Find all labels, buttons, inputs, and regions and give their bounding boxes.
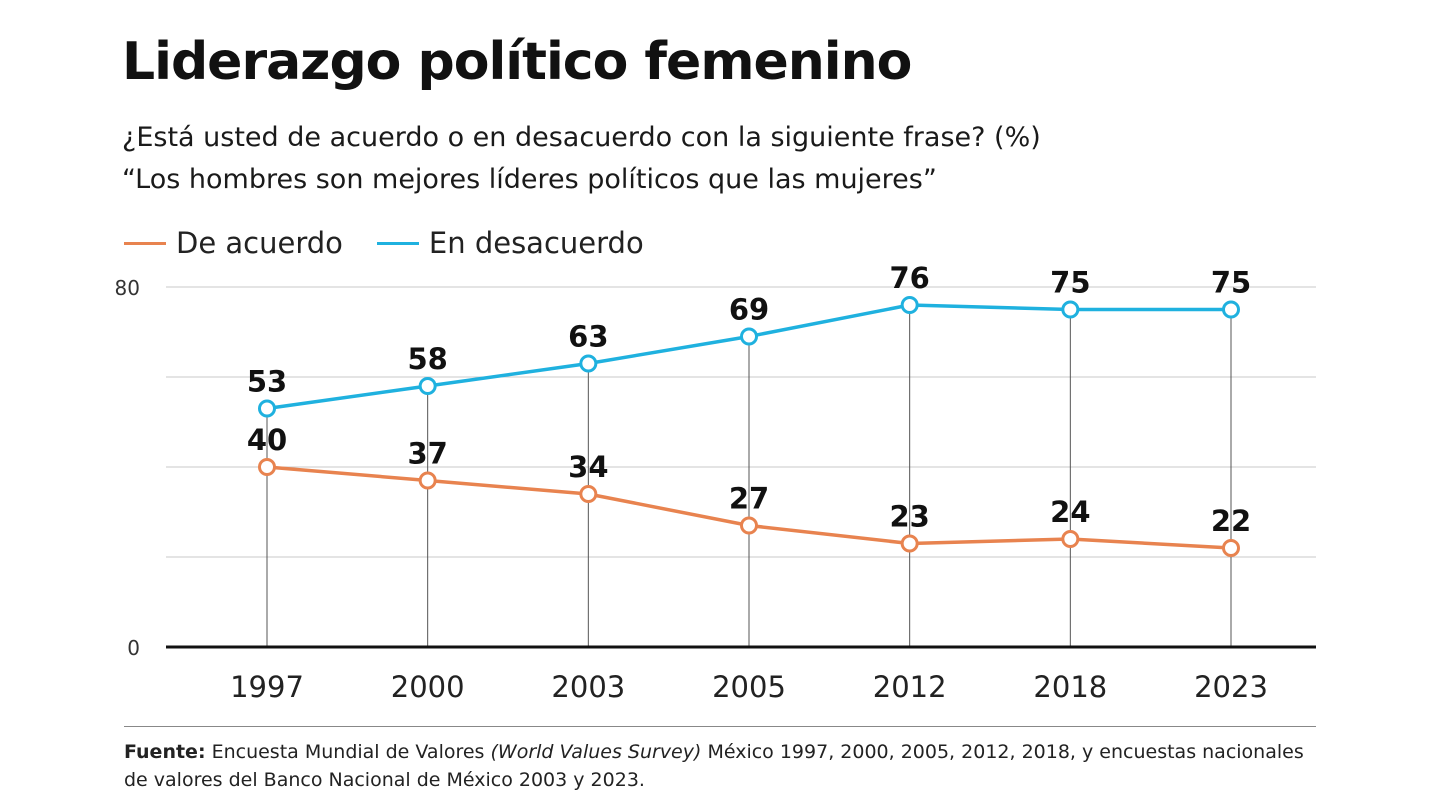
legend-label-en-desacuerdo: En desacuerdo bbox=[428, 226, 644, 260]
source-text-italic: (World Values Survey) bbox=[490, 741, 702, 763]
data-point-en-desacuerdo-2003 bbox=[579, 354, 598, 373]
data-point-en-desacuerdo-2012 bbox=[900, 296, 919, 314]
legend-item-de-acuerdo: De acuerdo bbox=[124, 226, 343, 260]
legend-swatch-en-desacuerdo bbox=[376, 241, 419, 245]
data-point-de-acuerdo-2003 bbox=[579, 485, 598, 503]
chart-title: Liderazgo político femenino bbox=[122, 32, 912, 92]
chart-subtitle-quote: “Los hombres son mejores líderes polític… bbox=[122, 164, 937, 195]
source-text-a: Encuesta Mundial de Valores bbox=[205, 741, 491, 763]
data-point-de-acuerdo-2012 bbox=[900, 534, 919, 553]
data-label-de-acuerdo-1997: 40 bbox=[247, 423, 287, 457]
data-point-en-desacuerdo-1997 bbox=[258, 399, 276, 418]
source-label: Fuente: bbox=[124, 741, 206, 763]
legend-swatch-de-acuerdo bbox=[124, 241, 166, 245]
data-point-de-acuerdo-2018 bbox=[1061, 530, 1080, 548]
x-tick-label-2005: 2005 bbox=[712, 670, 786, 704]
data-point-en-desacuerdo-2000 bbox=[418, 377, 437, 395]
data-label-de-acuerdo-2018: 24 bbox=[1050, 495, 1090, 529]
data-label-en-desacuerdo-1997: 53 bbox=[247, 365, 287, 399]
source-divider bbox=[124, 726, 1316, 727]
data-label-en-desacuerdo-2023: 75 bbox=[1211, 266, 1251, 300]
data-label-de-acuerdo-2012: 23 bbox=[889, 500, 929, 534]
data-label-de-acuerdo-2003: 34 bbox=[568, 450, 608, 484]
legend-label-de-acuerdo: De acuerdo bbox=[176, 226, 343, 260]
y-tick-label-0: 0 bbox=[127, 636, 140, 660]
data-point-de-acuerdo-2005 bbox=[740, 516, 758, 535]
data-point-de-acuerdo-1997 bbox=[258, 458, 276, 476]
x-tick-label-2003: 2003 bbox=[551, 670, 625, 704]
x-tick-label-2023: 2023 bbox=[1194, 670, 1268, 704]
chart-subtitle-question: ¿Está usted de acuerdo o en desacuerdo c… bbox=[122, 122, 1041, 153]
x-tick-label-2000: 2000 bbox=[391, 670, 465, 704]
data-label-de-acuerdo-2005: 27 bbox=[729, 482, 769, 516]
y-tick-label-80: 80 bbox=[115, 276, 140, 300]
legend-item-en-desacuerdo: En desacuerdo bbox=[376, 226, 644, 260]
source-note: Fuente: Encuesta Mundial de Valores (Wor… bbox=[124, 738, 1324, 794]
data-point-en-desacuerdo-2005 bbox=[740, 327, 758, 346]
x-tick-label-2012: 2012 bbox=[873, 670, 947, 704]
data-point-en-desacuerdo-2018 bbox=[1061, 300, 1080, 319]
data-label-en-desacuerdo-2000: 58 bbox=[407, 342, 447, 376]
x-tick-label-2018: 2018 bbox=[1033, 670, 1107, 704]
data-label-en-desacuerdo-2018: 75 bbox=[1050, 266, 1090, 300]
data-label-de-acuerdo-2000: 37 bbox=[407, 437, 447, 471]
data-label-en-desacuerdo-2012: 76 bbox=[889, 261, 929, 295]
source-text-b: México 1997, 2000, 2005, 2012, 2018, y e… bbox=[124, 741, 1304, 791]
x-tick-label-1997: 1997 bbox=[230, 670, 304, 704]
data-point-en-desacuerdo-2023 bbox=[1222, 300, 1240, 319]
data-label-en-desacuerdo-2005: 69 bbox=[729, 293, 769, 327]
data-point-de-acuerdo-2000 bbox=[418, 471, 437, 490]
data-point-de-acuerdo-2023 bbox=[1222, 539, 1240, 557]
chart-legend: De acuerdo En desacuerdo bbox=[124, 226, 678, 260]
data-label-de-acuerdo-2023: 22 bbox=[1211, 504, 1251, 538]
data-label-en-desacuerdo-2003: 63 bbox=[568, 320, 608, 354]
